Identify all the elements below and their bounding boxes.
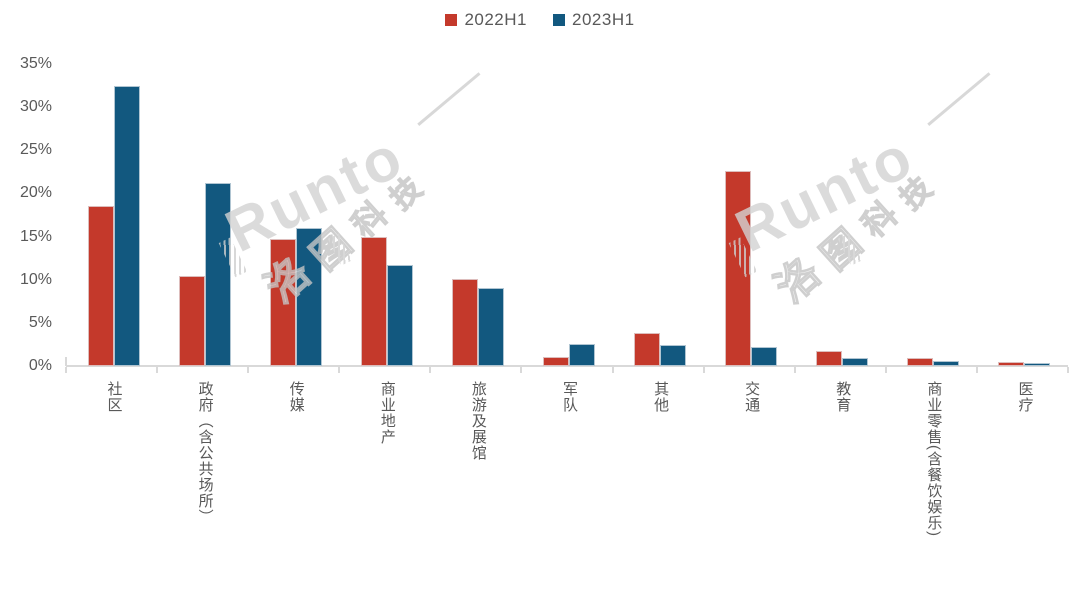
- legend-label-2023h1: 2023H1: [572, 10, 635, 29]
- legend: 2022H1 2023H1: [0, 10, 1080, 30]
- legend-item-2022h1: 2022H1: [445, 10, 527, 30]
- legend-item-2023h1: 2023H1: [553, 10, 635, 30]
- bar-2022H1-教育: [816, 351, 843, 366]
- legend-swatch-2023h1: [553, 14, 565, 26]
- bar-2023H1-商业地产: [386, 265, 413, 366]
- x-axis-tick: [429, 367, 432, 373]
- x-axis-tick: [975, 367, 978, 373]
- x-axis-category-label: 医疗: [1016, 381, 1034, 413]
- bar-2023H1-教育: [842, 358, 869, 366]
- bar-2022H1-社区: [87, 205, 114, 366]
- bar-2022H1-医疗: [998, 361, 1025, 366]
- legend-label-2022h1: 2022H1: [464, 10, 527, 29]
- x-axis-category-label: 社区: [105, 381, 123, 413]
- x-axis-tick: [702, 367, 705, 373]
- bar-2023H1-商业零售(含餐饮娱乐): [933, 360, 960, 366]
- x-axis-tick: [338, 367, 341, 373]
- bar-2022H1-政府（含公共场所）: [178, 276, 205, 366]
- legend-swatch-2022h1: [445, 14, 458, 26]
- x-axis-category-label: 教育: [834, 381, 852, 413]
- x-axis-category-label: 其他: [652, 381, 670, 413]
- y-axis-label: 30%: [19, 98, 52, 116]
- y-axis-label: 0%: [28, 357, 52, 374]
- bar-2023H1-交通: [751, 347, 778, 366]
- x-axis-category-label: 商业零售(含餐饮娱乐): [925, 381, 943, 537]
- bar-2022H1-传媒: [269, 239, 296, 366]
- x-axis-category-label: 军队: [561, 381, 578, 413]
- x-axis-category-label: 传媒: [287, 381, 305, 413]
- y-axis-label: 10%: [19, 270, 52, 288]
- bar-2022H1-商业零售(含餐饮娱乐): [907, 358, 934, 366]
- bar-2022H1-军队: [543, 357, 569, 366]
- x-axis-category-label: 旅游及展馆: [469, 381, 487, 461]
- x-axis-tick: [65, 367, 67, 373]
- x-axis-line: [66, 365, 1068, 367]
- x-axis-category-label: 商业地产: [378, 381, 396, 445]
- x-axis-category-label: 交通: [743, 381, 761, 413]
- y-axis-label: 15%: [19, 227, 52, 245]
- x-axis-tick: [884, 367, 887, 373]
- bar-2023H1-医疗: [1024, 363, 1051, 366]
- y-axis-label: 5%: [28, 313, 52, 331]
- bar-2022H1-旅游及展馆: [451, 278, 478, 366]
- bar-2022H1-商业地产: [360, 237, 387, 366]
- bar-2023H1-传媒: [295, 227, 322, 366]
- bar-2023H1-政府（含公共场所）: [204, 183, 231, 366]
- bar-2023H1-社区: [113, 85, 140, 366]
- x-axis-tick: [520, 367, 523, 373]
- x-axis-tick: [247, 367, 250, 373]
- bar-2023H1-军队: [569, 344, 595, 366]
- bar-2022H1-其他: [634, 333, 661, 366]
- x-axis-tick: [611, 367, 614, 373]
- y-axis-tick: [65, 357, 67, 366]
- bar-2023H1-旅游及展馆: [477, 288, 504, 366]
- bar-2023H1-其他: [660, 345, 687, 366]
- y-axis-label: 20%: [19, 184, 52, 202]
- bar-2022H1-交通: [725, 171, 752, 366]
- x-axis-tick: [793, 367, 796, 373]
- x-axis-category-label: 政府（含公共场所）: [196, 381, 214, 525]
- y-axis-label: 35%: [19, 55, 52, 73]
- x-axis-tick: [1067, 367, 1069, 373]
- x-axis-tick: [156, 367, 159, 373]
- y-axis-label: 25%: [19, 141, 52, 159]
